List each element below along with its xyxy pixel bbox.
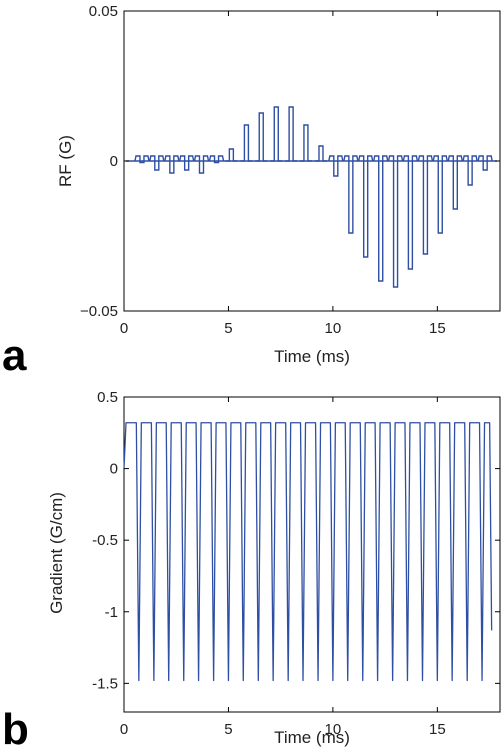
rf-pulse [270,106,283,162]
rf-x-tick-label: 5 [224,320,232,337]
gradient-y-tick-label: 0.5 [97,389,118,406]
rf-x-tick-label: 0 [120,320,128,337]
rf-y-tick-label: 0.05 [89,3,118,20]
rf-pulse [328,155,344,177]
rf-pulse [432,155,448,234]
rf-x-tick-label: 15 [429,320,446,337]
rf-x-tick-label: 10 [325,320,342,337]
rf-x-ticks: 0 5 10 15 [120,11,446,337]
gradient-x-tick-label: 15 [429,721,446,738]
rf-chart: 0 5 10 15 0.050−0.05 Time (ms) RF (G) a [2,3,501,380]
gradient-chart: 0 5 10 15 0.5 0 -0.5 -1 -1.5 Time (ms) Gradient… [2,389,501,750]
rf-pulse [149,155,165,171]
gradient-x-axis-label: Time (ms) [274,728,350,747]
rf-marks [126,106,497,288]
rf-y-tick-label: 0 [110,153,118,170]
rf-y-axis-label: RF (G) [56,135,75,187]
gradient-plot-frame [123,396,501,713]
rf-pulse [193,155,210,174]
gradient-x-ticks: 0 5 10 15 [120,397,446,738]
rf-pulse [285,106,298,162]
gradient-waveform [123,422,493,682]
gradient-y-ticks: 0.5 0 -0.5 -1 -1.5 [92,389,500,692]
rf-pulse [462,155,478,186]
panel-label-a: a [2,331,27,380]
rf-pulse [387,155,404,288]
gradient-x-tick-label: 0 [120,721,128,738]
rf-pulse [255,112,268,162]
rf-pulse [178,155,195,171]
rf-pulse [208,155,225,164]
rf-pulse [164,155,180,174]
gradient-x-tick-label: 5 [224,721,232,738]
rf-pulse [477,155,493,171]
rf-pulse [343,155,359,234]
panel-label-b: b [2,705,29,750]
gradient-y-tick-label: -1 [105,604,118,621]
rf-pulse [240,124,253,162]
rf-pulse [134,155,150,164]
gradient-y-tick-label: -0.5 [92,532,118,549]
rf-pulse [447,155,463,210]
rf-y-tick-label: −0.05 [80,303,118,320]
rf-x-axis-label: Time (ms) [274,347,350,366]
gradient-y-tick-label: 0 [110,461,118,478]
rf-pulse [225,148,238,162]
rf-pulse [357,155,374,258]
rf-y-ticks: 0.05 0 −0.05 [80,3,500,320]
rf-pulse [299,124,312,162]
rf-pulse [417,155,434,255]
gradient-marks [123,422,493,682]
gradient-y-axis-label: Gradient (G/cm) [47,492,66,614]
rf-pulse [314,145,327,162]
rf-pulse [373,155,389,282]
gradient-y-tick-label: -1.5 [92,675,118,692]
gradient-x-tick-label: 10 [325,721,342,738]
rf-pulse [402,155,419,270]
